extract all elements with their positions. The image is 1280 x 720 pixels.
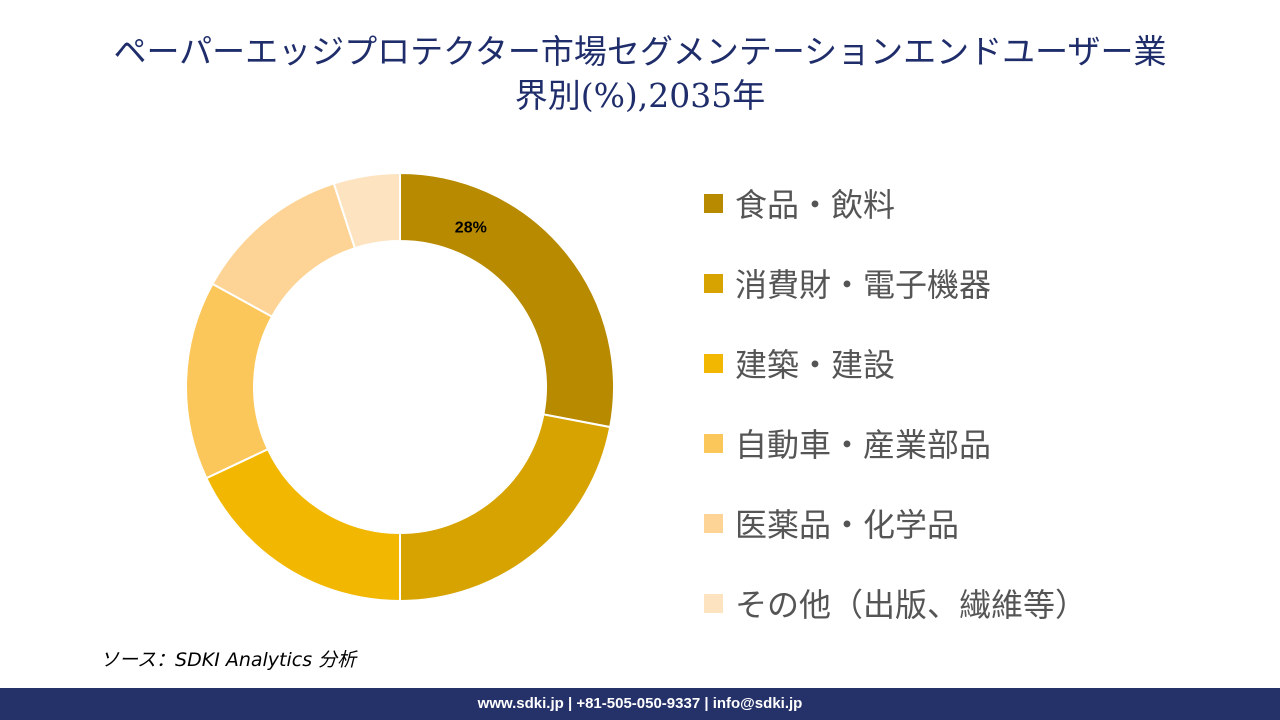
legend-label: 医薬品・化学品 [735, 506, 960, 544]
donut-slice [332, 171, 401, 250]
legend: 食品・飲料消費財・電子機器 建築・建設自動車・産業部品 医薬品・化学品その他（出版、… [704, 163, 1087, 643]
donut-slice [211, 182, 357, 319]
legend-label: 建築・建設 [735, 346, 896, 384]
legend-item: 建築・建設 [704, 323, 1087, 403]
legend-swatch [704, 433, 723, 453]
legend-swatch [704, 513, 723, 533]
legend-item: その他（出版、繊維等） [704, 563, 1087, 643]
legend-swatch [704, 193, 723, 213]
legend-item: 消費財・電子機器 [704, 243, 1087, 323]
donut-slice [399, 413, 612, 603]
source-note: ソース：SDKI Analytics 分析 [100, 649, 357, 671]
donut-slice [185, 282, 274, 480]
legend-swatch [704, 593, 723, 613]
data-label: 28% [455, 219, 487, 236]
legend-swatch [704, 353, 723, 373]
legend-label: 自動車・産業部品 [735, 426, 992, 464]
footer-contact: www.sdki.jp | +81-505-050-9337 | info@sd… [0, 688, 1280, 720]
legend-swatch [704, 273, 723, 293]
chart-title: ペーパーエッジプロテクター市場セグメンテーションエンドユーザー業 界別(%),2… [0, 30, 1280, 118]
donut-slice [205, 447, 401, 603]
legend-item: 食品・飲料 [704, 163, 1087, 243]
legend-label: 消費財・電子機器 [735, 266, 992, 304]
donut-slice [399, 171, 615, 429]
legend-item: 自動車・産業部品 [704, 403, 1087, 483]
legend-label: 食品・飲料 [735, 186, 896, 224]
title-line-2: 界別(%),2035年 [514, 76, 766, 115]
title-line-1: ペーパーエッジプロテクター市場セグメンテーションエンドユーザー業 [113, 32, 1167, 71]
legend-label: その他（出版、繊維等） [735, 586, 1088, 624]
legend-item: 医薬品・化学品 [704, 483, 1087, 563]
